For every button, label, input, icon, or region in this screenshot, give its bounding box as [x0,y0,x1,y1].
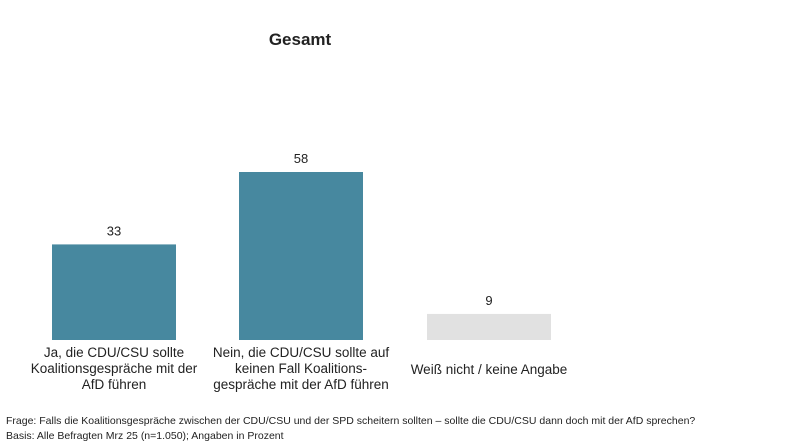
category-label-3: Weiß nicht / keine Angabe [391,362,587,378]
value-label-2: 58 [294,151,308,166]
chart-title: Gesamt [269,30,332,49]
value-label-3: 9 [485,293,492,308]
category-label-1: Ja, die CDU/CSU sollte Koalitionsgespräch… [16,345,212,393]
bars-group: 33 58 9 [52,151,551,340]
category-label-line: gespräche mit der AfD führen [213,377,389,392]
category-label-line: Ja, die CDU/CSU sollte [43,345,185,360]
bar-chart: Gesamt 33 58 9 [52,30,551,340]
category-label-line: AfD führen [81,377,147,392]
bar-2 [239,172,363,340]
category-label-line: Koalitionsgespräche mit der [30,361,198,376]
category-label-line: Weiß nicht / keine Angabe [410,362,568,377]
bar-3 [427,313,551,340]
value-label-1: 33 [107,223,121,238]
bar-1 [52,244,176,340]
question-footnote: Frage: Falls die Koalitionsgespräche zwi… [6,415,696,427]
category-label-2: Nein, die CDU/CSU sollte auf keinen Fall … [203,345,399,393]
category-label-line: Nein, die CDU/CSU sollte auf [212,345,390,360]
category-label-line: keinen Fall Koalitions- [234,361,368,376]
basis-footnote: Basis: Alle Befragten Mrz 25 (n=1.050); … [6,430,284,442]
